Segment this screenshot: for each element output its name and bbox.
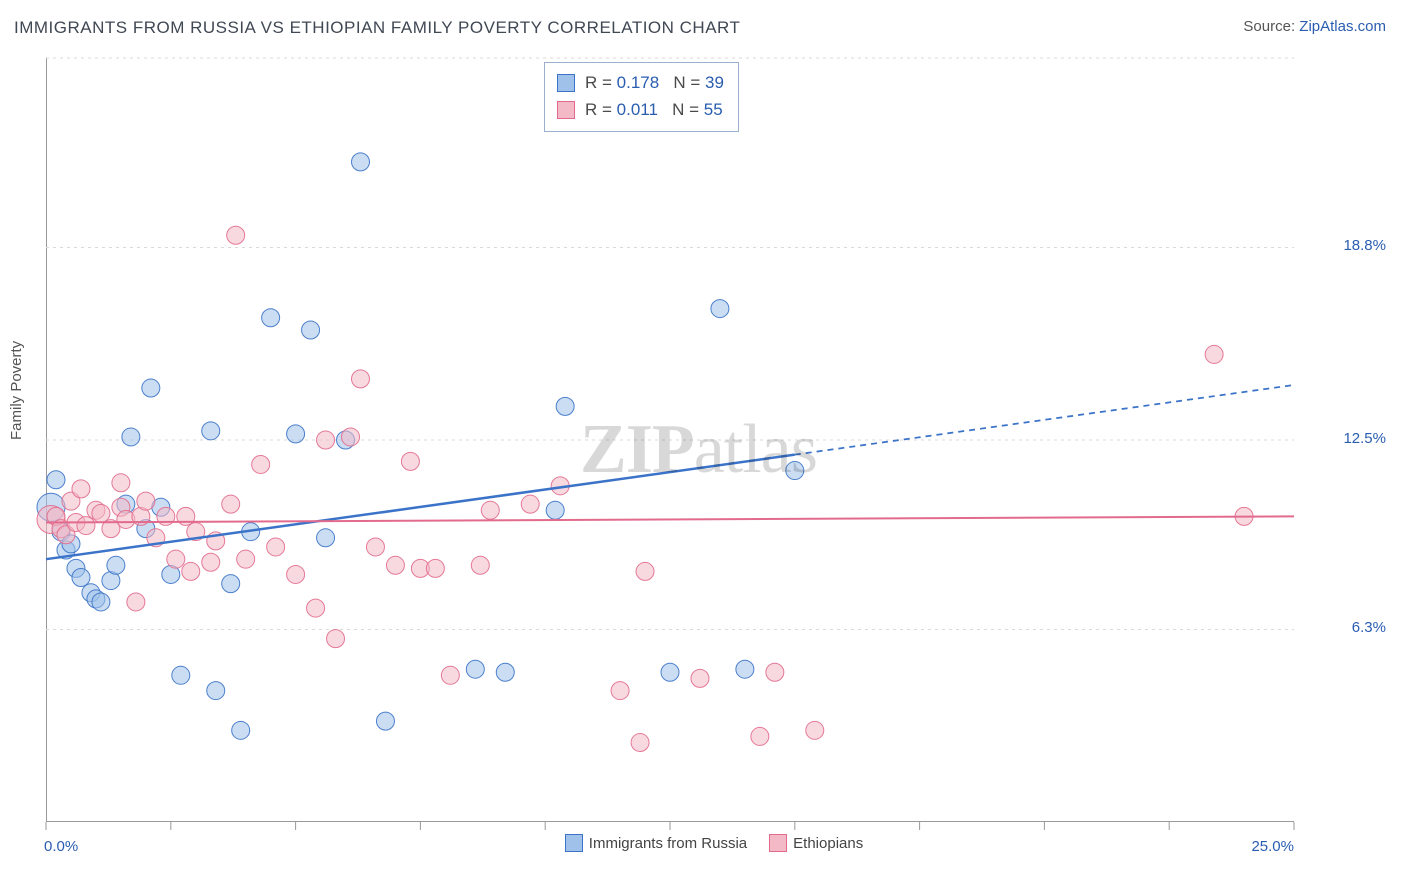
- stats-row-russia: R = 0.178 N = 39: [555, 69, 724, 96]
- source-prefix: Source:: [1243, 18, 1299, 35]
- data-point-russia: [107, 556, 125, 574]
- data-point-russia: [202, 422, 220, 440]
- data-point-ethiopia: [806, 721, 824, 739]
- chart-title: IMMIGRANTS FROM RUSSIA VS ETHIOPIAN FAMI…: [14, 18, 740, 38]
- data-point-ethiopia: [426, 559, 444, 577]
- data-point-ethiopia: [77, 517, 95, 535]
- data-point-ethiopia: [1205, 345, 1223, 363]
- data-point-russia: [711, 300, 729, 318]
- chart-container: { "title": "IMMIGRANTS FROM RUSSIA VS ET…: [0, 0, 1406, 892]
- x-axis-min-label: 0.0%: [44, 838, 78, 855]
- legend-item-russia: Immigrants from Russia: [543, 835, 747, 852]
- watermark-bold: ZIP: [580, 411, 694, 488]
- data-point-russia: [496, 663, 514, 681]
- watermark-rest: atlas: [694, 411, 817, 488]
- legend-item-ethiopia: Ethiopians: [747, 835, 863, 852]
- data-point-ethiopia: [307, 599, 325, 617]
- legend-swatch-russia: [565, 834, 583, 852]
- data-point-ethiopia: [441, 666, 459, 684]
- data-point-russia: [466, 660, 484, 678]
- data-point-ethiopia: [167, 550, 185, 568]
- data-point-ethiopia: [317, 431, 335, 449]
- legend-label-russia: Immigrants from Russia: [589, 835, 747, 852]
- data-point-ethiopia: [386, 556, 404, 574]
- data-point-ethiopia: [366, 538, 384, 556]
- data-point-ethiopia: [112, 474, 130, 492]
- data-point-russia: [92, 593, 110, 611]
- trend-line-russia-extrapolated: [795, 385, 1294, 455]
- data-point-russia: [72, 569, 90, 587]
- r-label: R =: [585, 73, 617, 92]
- data-point-russia: [142, 379, 160, 397]
- data-point-ethiopia: [351, 370, 369, 388]
- y-tick-label: 18.8%: [1343, 237, 1386, 254]
- data-point-russia: [546, 501, 564, 519]
- source-attribution: Source: ZipAtlas.com: [1243, 18, 1386, 35]
- data-point-russia: [172, 666, 190, 684]
- bottom-legend: Immigrants from Russia Ethiopians: [0, 834, 1406, 852]
- data-point-ethiopia: [237, 550, 255, 568]
- y-axis-label: Family Poverty: [8, 341, 25, 440]
- stats-row-ethiopia: R = 0.011 N = 55: [555, 96, 724, 123]
- n-value-russia: 39: [705, 73, 724, 92]
- data-point-ethiopia: [252, 455, 270, 473]
- r-value-russia: 0.178: [617, 73, 660, 92]
- data-point-ethiopia: [471, 556, 489, 574]
- data-point-ethiopia: [342, 428, 360, 446]
- r-value-ethiopia: 0.011: [617, 100, 658, 119]
- data-point-russia: [262, 309, 280, 327]
- data-point-russia: [232, 721, 250, 739]
- data-point-ethiopia: [691, 669, 709, 687]
- data-point-russia: [376, 712, 394, 730]
- data-point-russia: [556, 397, 574, 415]
- watermark: ZIPatlas: [580, 410, 817, 490]
- stats-legend-box: R = 0.178 N = 39R = 0.011 N = 55: [544, 62, 739, 132]
- data-point-ethiopia: [766, 663, 784, 681]
- data-point-ethiopia: [72, 480, 90, 498]
- y-tick-label: 6.3%: [1352, 619, 1386, 636]
- data-point-ethiopia: [327, 630, 345, 648]
- data-point-russia: [302, 321, 320, 339]
- legend-swatch-ethiopia: [769, 834, 787, 852]
- data-point-ethiopia: [127, 593, 145, 611]
- data-point-ethiopia: [227, 226, 245, 244]
- source-link[interactable]: ZipAtlas.com: [1299, 18, 1386, 35]
- data-point-russia: [122, 428, 140, 446]
- data-point-russia: [661, 663, 679, 681]
- data-point-russia: [207, 682, 225, 700]
- data-point-ethiopia: [222, 495, 240, 513]
- data-point-ethiopia: [92, 504, 110, 522]
- y-tick-label: 12.5%: [1343, 430, 1386, 447]
- data-point-ethiopia: [287, 565, 305, 583]
- data-point-ethiopia: [267, 538, 285, 556]
- data-point-ethiopia: [631, 734, 649, 752]
- data-point-ethiopia: [521, 495, 539, 513]
- n-label: N =: [672, 100, 704, 119]
- trend-line-ethiopia: [46, 516, 1294, 522]
- data-point-ethiopia: [611, 682, 629, 700]
- legend-swatch-ethiopia: [557, 101, 575, 119]
- data-point-ethiopia: [137, 492, 155, 510]
- r-label: R =: [585, 100, 617, 119]
- data-point-russia: [222, 575, 240, 593]
- n-label: N =: [673, 73, 705, 92]
- data-point-ethiopia: [751, 727, 769, 745]
- legend-swatch-russia: [557, 74, 575, 92]
- legend-label-ethiopia: Ethiopians: [793, 835, 863, 852]
- data-point-russia: [351, 153, 369, 171]
- data-point-russia: [736, 660, 754, 678]
- data-point-ethiopia: [401, 452, 419, 470]
- data-point-ethiopia: [636, 562, 654, 580]
- data-point-russia: [47, 471, 65, 489]
- n-value-ethiopia: 55: [704, 100, 723, 119]
- data-point-russia: [287, 425, 305, 443]
- data-point-ethiopia: [182, 562, 200, 580]
- data-point-ethiopia: [481, 501, 499, 519]
- x-axis-max-label: 25.0%: [1251, 838, 1294, 855]
- data-point-ethiopia: [202, 553, 220, 571]
- data-point-russia: [317, 529, 335, 547]
